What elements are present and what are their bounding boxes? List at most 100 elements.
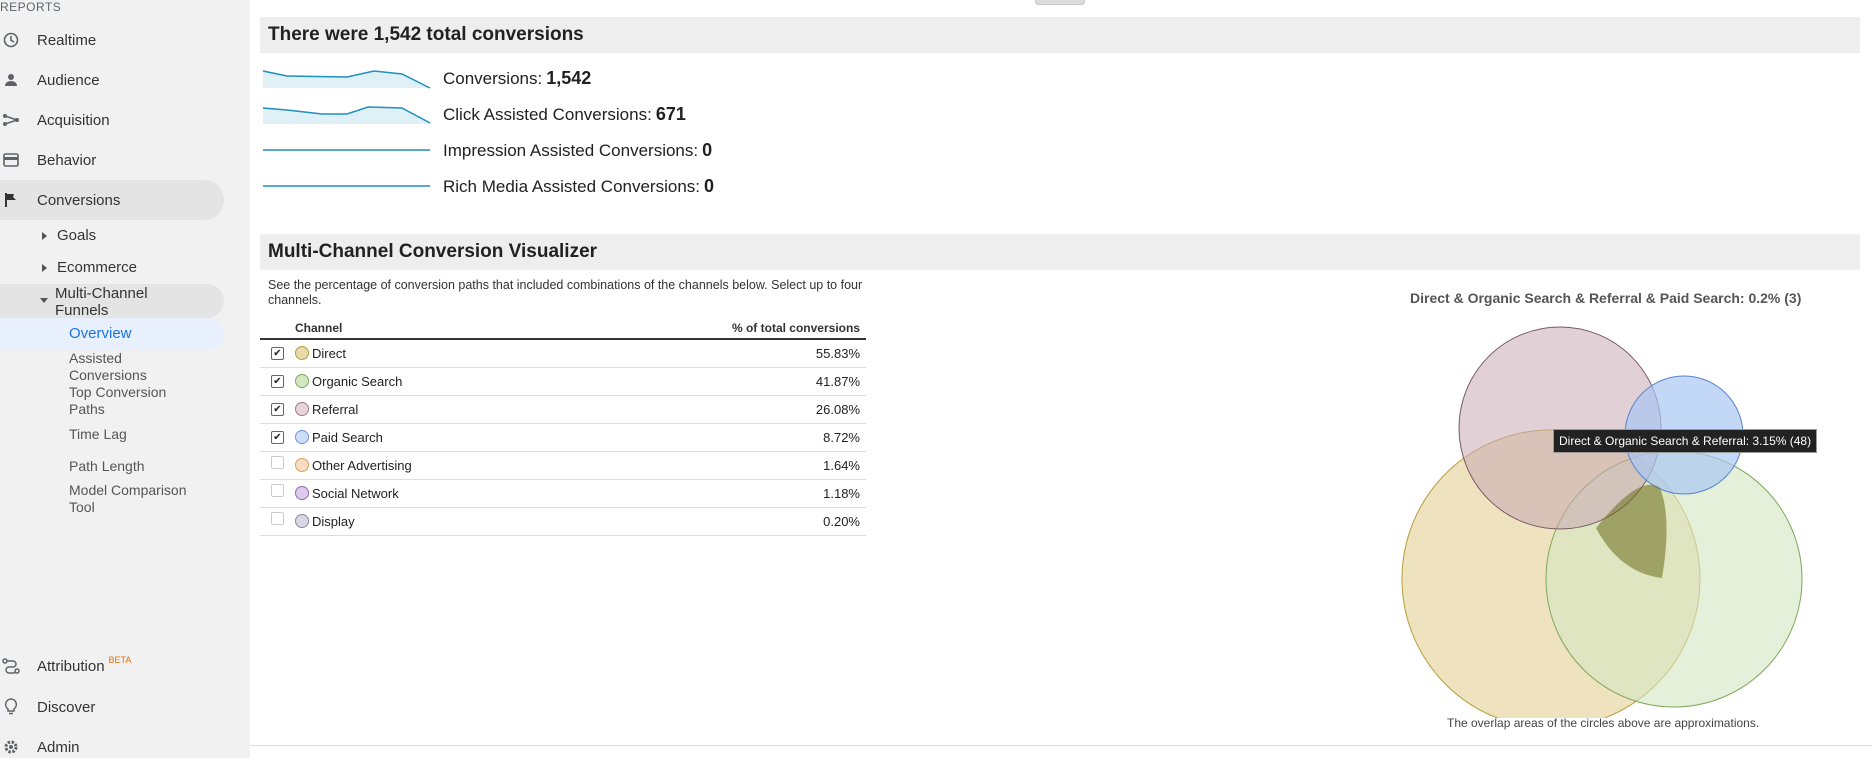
- behavior-icon: [2, 151, 20, 169]
- channel-color-dot: [295, 458, 309, 473]
- channel-pct: 0.20%: [560, 507, 866, 536]
- sidebar-item-ecommerce[interactable]: Ecommerce: [42, 259, 137, 276]
- channel-color-dot: [295, 430, 309, 445]
- checkbox-cell: [260, 507, 295, 536]
- channel-pct: 26.08%: [560, 395, 866, 424]
- table-row[interactable]: ✔ Organic Search 41.87%: [260, 367, 866, 396]
- channel-pct: 1.18%: [560, 479, 866, 508]
- main-content: There were 1,542 total conversions Conve…: [250, 0, 1872, 758]
- table-row[interactable]: Social Network 1.18%: [260, 479, 866, 508]
- table-header-row: Channel % of total conversions: [260, 318, 866, 340]
- channel-cell: Other Advertising: [295, 451, 561, 480]
- nav-item-attribution[interactable]: Attribution BETA: [0, 646, 224, 686]
- nav-item-behavior[interactable]: Behavior: [0, 140, 224, 180]
- checkbox-cell: [260, 451, 295, 480]
- sub-label: Multi-Channel Funnels: [55, 285, 148, 319]
- sub-label: Goals: [57, 227, 97, 244]
- channel-name: Paid Search: [312, 429, 383, 445]
- channel-cell: Paid Search: [295, 423, 561, 452]
- channel-rows: ✔ Direct 55.83% ✔ Organic Search 41.87% ✔ Refer…: [260, 339, 866, 536]
- caret-down-icon: [40, 298, 48, 303]
- table-row[interactable]: ✔ Direct 55.83%: [260, 339, 866, 368]
- table-row[interactable]: Display 0.20%: [260, 507, 866, 536]
- channel-color-dot: [295, 374, 309, 389]
- channel-name: Display: [312, 513, 355, 529]
- sub-label: Ecommerce: [57, 259, 138, 276]
- channel-checkbox[interactable]: ✔: [271, 346, 284, 360]
- channel-name: Social Network: [312, 485, 399, 501]
- metric-label: Impression Assisted Conversions: 0: [443, 140, 712, 161]
- header-channel: Channel: [295, 318, 561, 340]
- checkbox-cell: ✔: [260, 339, 295, 368]
- nav-item-audience[interactable]: Audience: [0, 60, 224, 100]
- clock-icon: [2, 31, 20, 49]
- channel-pct: 1.64%: [560, 451, 866, 480]
- metric-conversions: Conversions: 1,542: [262, 64, 762, 94]
- collapse-handle[interactable]: [1035, 0, 1085, 5]
- caret-right-icon: [42, 264, 47, 273]
- person-icon: [2, 71, 20, 89]
- channel-checkbox[interactable]: [271, 483, 284, 497]
- metric-value: 0: [704, 176, 715, 196]
- channel-name: Direct: [312, 345, 346, 361]
- checkbox-cell: [260, 479, 295, 508]
- channel-checkbox[interactable]: ✔: [271, 402, 284, 416]
- channel-cell: Direct: [295, 339, 561, 368]
- lightbulb-icon: [2, 698, 20, 716]
- venn-overlap-highlight[interactable]: [1596, 484, 1667, 578]
- channel-checkbox[interactable]: [271, 511, 284, 525]
- metric-name: Rich Media Assisted Conversions:: [443, 177, 701, 196]
- nav-label: Admin: [37, 738, 80, 756]
- channel-cell: Display: [295, 507, 561, 536]
- metric-value: 1,542: [546, 68, 592, 88]
- acquisition-icon: [2, 111, 20, 129]
- nav-label: Realtime: [37, 31, 97, 49]
- metric-name: Click Assisted Conversions:: [443, 105, 652, 124]
- nav-label: Acquisition: [37, 111, 110, 129]
- sidebar-item-model-comparison-tool[interactable]: Model Comparison Tool: [69, 482, 187, 515]
- channel-name: Organic Search: [312, 373, 403, 389]
- sidebar-item-multi-channel-funnels[interactable]: Multi-Channel Funnels: [0, 284, 224, 319]
- metric-impression-assisted: Impression Assisted Conversions: 0: [262, 136, 762, 166]
- table-row[interactable]: ✔ Referral 26.08%: [260, 395, 866, 424]
- channel-checkbox[interactable]: ✔: [271, 430, 284, 444]
- sidebar-item-time-lag[interactable]: Time Lag: [69, 426, 127, 442]
- nav-item-admin[interactable]: Admin: [0, 727, 224, 767]
- channel-name: Other Advertising: [312, 457, 412, 473]
- channel-color-dot: [295, 346, 309, 361]
- nav-label: Discover: [37, 698, 96, 716]
- sidebar-item-goals[interactable]: Goals: [42, 227, 96, 244]
- venn-note: The overlap areas of the circles above a…: [1447, 716, 1760, 730]
- channel-checkbox[interactable]: [271, 455, 284, 469]
- channel-color-dot: [295, 486, 309, 501]
- sidebar-item-top-conversion-paths[interactable]: Top Conversion Paths: [69, 384, 167, 417]
- checkbox-cell: ✔: [260, 395, 295, 424]
- channel-table: Channel % of total conversions ✔ Direct 55…: [260, 318, 866, 536]
- sidebar-item-path-length[interactable]: Path Length: [69, 458, 145, 474]
- metric-click-assisted: Click Assisted Conversions: 671: [262, 100, 762, 130]
- visualizer-description: See the percentage of conversion paths t…: [268, 278, 863, 307]
- metric-rich-media-assisted: Rich Media Assisted Conversions: 0: [262, 172, 762, 202]
- summary-title: There were 1,542 total conversions: [260, 17, 1860, 53]
- sidebar: REPORTS Realtime Audience Acquisition Be…: [0, 0, 250, 758]
- sparkline-impression-assisted: [263, 149, 430, 151]
- sparkline-click-assisted: [262, 106, 431, 124]
- sidebar-item-assisted-conversions[interactable]: Assisted Conversions: [69, 350, 147, 383]
- venn-title: Direct & Organic Search & Referral & Pai…: [1410, 290, 1802, 306]
- channel-checkbox[interactable]: ✔: [271, 374, 284, 388]
- channel-color-dot: [295, 402, 309, 417]
- reports-label: REPORTS: [0, 0, 62, 14]
- beta-badge: BETA: [108, 654, 132, 665]
- gear-icon: [2, 738, 20, 756]
- attribution-label: Attribution: [37, 657, 105, 675]
- sidebar-item-overview[interactable]: Overview: [0, 318, 224, 350]
- nav-item-acquisition[interactable]: Acquisition: [0, 100, 224, 140]
- nav-item-conversions[interactable]: Conversions: [0, 180, 224, 220]
- table-row[interactable]: Other Advertising 1.64%: [260, 451, 866, 480]
- visualizer-title: Multi-Channel Conversion Visualizer: [260, 234, 1860, 270]
- nav-label: Behavior: [37, 151, 97, 169]
- nav-label: Conversions: [37, 191, 121, 209]
- nav-item-realtime[interactable]: Realtime: [0, 20, 224, 60]
- nav-item-discover[interactable]: Discover: [0, 687, 224, 727]
- table-row[interactable]: ✔ Paid Search 8.72%: [260, 423, 866, 452]
